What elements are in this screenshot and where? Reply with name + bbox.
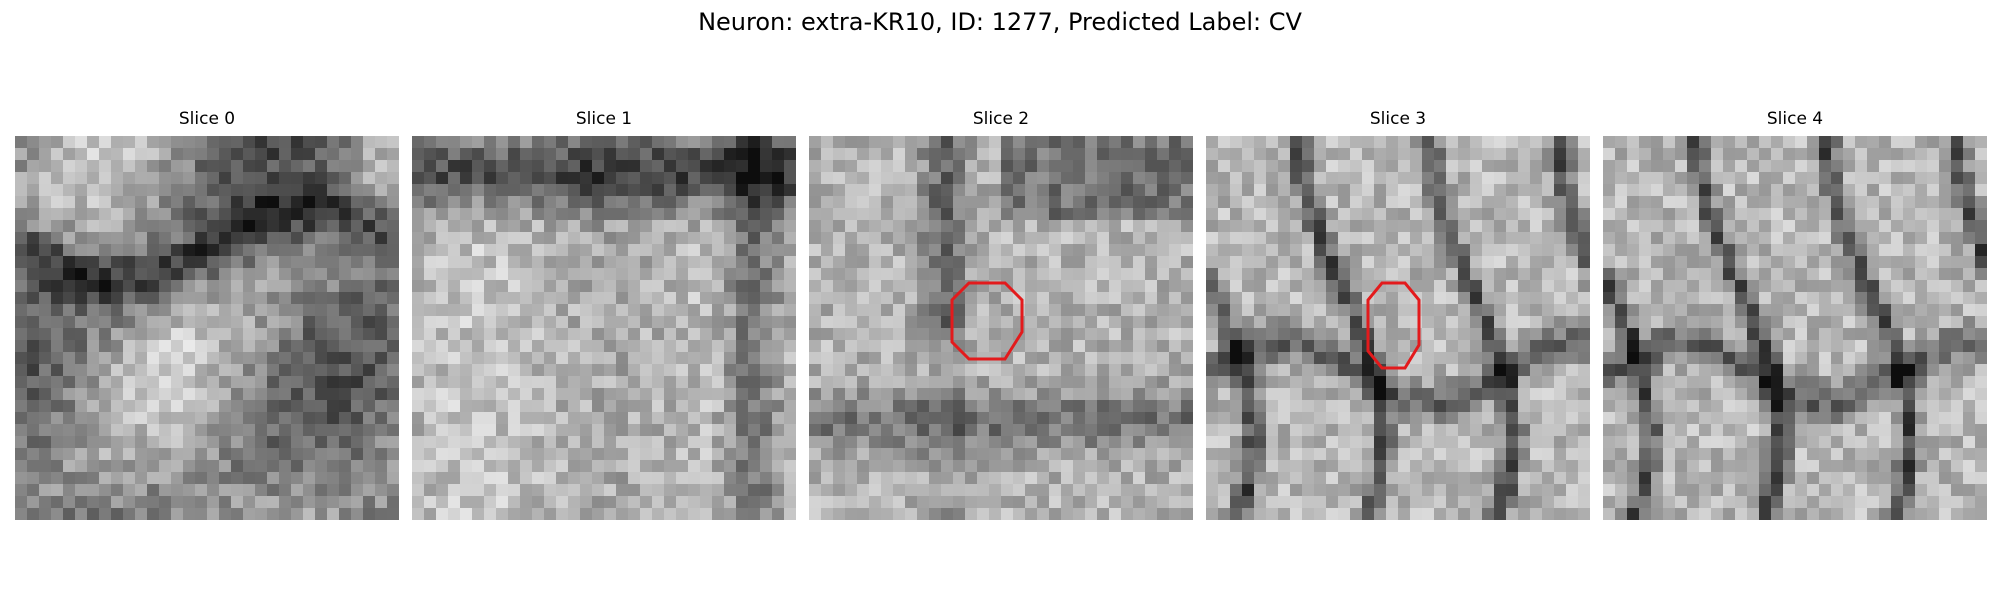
slice-image-0 xyxy=(15,136,399,520)
slice-image-1 xyxy=(412,136,796,520)
slice-title: Slice 2 xyxy=(972,109,1030,129)
slice-title: Slice 3 xyxy=(1369,109,1427,129)
detection-marker-octagon xyxy=(1366,281,1421,370)
figure-title: Neuron: extra-KR10, ID: 1277, Predicted … xyxy=(698,8,1302,36)
slice-panel-2: Slice 2 xyxy=(809,108,1193,520)
slice-image-3 xyxy=(1206,136,1590,520)
detection-marker-octagon xyxy=(950,281,1024,361)
slice-title: Slice 0 xyxy=(178,109,236,129)
slice-image-2 xyxy=(809,136,1193,520)
slice-title: Slice 1 xyxy=(575,109,633,129)
slice-image-4 xyxy=(1603,136,1987,520)
slice-panel-3: Slice 3 xyxy=(1206,108,1590,520)
slice-panel-0: Slice 0 xyxy=(15,108,399,520)
slice-title: Slice 4 xyxy=(1766,109,1824,129)
slice-panel-4: Slice 4 xyxy=(1603,108,1987,520)
slice-panel-1: Slice 1 xyxy=(412,108,796,520)
